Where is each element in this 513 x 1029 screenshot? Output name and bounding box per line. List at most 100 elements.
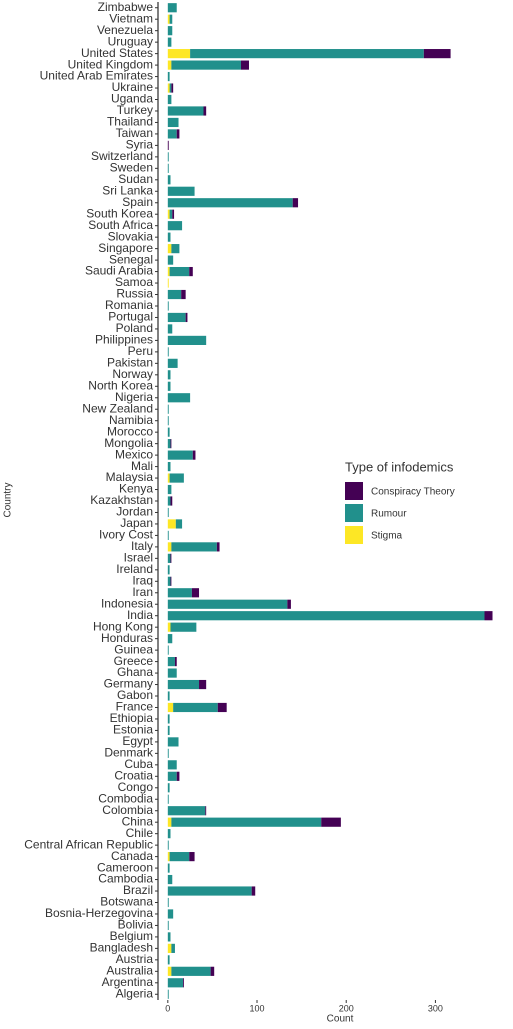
y-tick-label: Uruguay — [108, 34, 153, 48]
bar-segment — [190, 49, 424, 59]
bar-segment — [170, 622, 197, 632]
y-tick-label: Hong Kong — [93, 619, 153, 633]
x-tick-label: 200 — [339, 1003, 354, 1013]
y-tick-label: Germany — [104, 677, 153, 691]
bar-segment — [167, 221, 183, 231]
bar-segment — [167, 874, 173, 885]
bar-segment — [167, 932, 171, 942]
y-tick-label: Greece — [114, 654, 154, 668]
bar-segment — [167, 461, 171, 472]
bar-segment — [167, 244, 172, 254]
bar-segment — [167, 530, 169, 541]
bar-segment — [171, 542, 217, 552]
bar-segment — [287, 599, 291, 609]
bar-segment — [167, 335, 207, 345]
bar-segment — [167, 370, 171, 380]
bar-segment — [167, 634, 173, 644]
y-tick-label: India — [127, 608, 153, 622]
y-tick-label: Austria — [116, 952, 154, 966]
bar-segment — [167, 679, 200, 690]
bar-segment — [167, 289, 182, 300]
y-tick-label: Italy — [131, 539, 153, 553]
y-tick-label: Botswana — [100, 895, 153, 909]
y-tick-label: Spain — [122, 195, 153, 209]
y-tick-label: Uganda — [111, 92, 153, 106]
bar-segment — [167, 989, 169, 999]
bar-segment — [171, 943, 175, 953]
y-tick-label: Norway — [112, 367, 153, 381]
legend-key — [345, 482, 363, 500]
y-tick-label: Sudan — [118, 172, 153, 186]
bar-segment — [189, 266, 193, 277]
y-tick-label: Poland — [116, 321, 153, 335]
y-tick-label: Cuba — [124, 757, 153, 771]
bar-segment — [167, 496, 171, 506]
y-tick-label: Kazakhstan — [90, 493, 153, 507]
bar-segment — [167, 278, 169, 288]
y-tick-label: Senegal — [109, 252, 153, 266]
bar-segment — [167, 232, 171, 242]
bar-segment — [192, 450, 196, 460]
bar-segment — [167, 83, 170, 93]
bar-segment — [167, 129, 177, 139]
y-tick-label: Croatia — [114, 768, 153, 782]
bar-segment — [167, 725, 170, 736]
bar-segment — [167, 760, 177, 770]
bar-segment — [217, 702, 227, 713]
bar-segment — [170, 576, 172, 586]
y-tick-label: Russia — [116, 287, 153, 301]
y-tick-label: South Africa — [88, 218, 153, 232]
bar-segment — [171, 966, 211, 976]
y-tick-label: Egypt — [122, 734, 153, 748]
y-tick-label: Pakistan — [107, 356, 153, 370]
x-tick-label: 300 — [428, 1003, 443, 1013]
bar-segment — [167, 920, 169, 931]
bar-segment — [181, 289, 186, 300]
x-tick-label: 0 — [165, 1003, 170, 1013]
y-tick-label: Switzerland — [91, 149, 153, 163]
bar-segment — [170, 553, 172, 563]
bar-segment — [171, 83, 174, 93]
y-tick-label: Thailand — [107, 115, 153, 129]
y-tick-label: France — [116, 700, 154, 714]
bar-segment — [484, 611, 493, 621]
bar-segment — [171, 244, 180, 254]
y-tick-label: Venezuela — [97, 23, 153, 37]
bar-segment — [210, 966, 215, 976]
bar-segment — [167, 886, 252, 896]
y-tick-label: Morocco — [107, 424, 153, 438]
bar-segment — [423, 49, 451, 59]
bar-segment — [199, 679, 207, 690]
bar-segment — [167, 691, 170, 701]
y-tick-label: Israel — [124, 551, 153, 565]
bar-segment — [167, 576, 171, 586]
bar-segment — [167, 611, 485, 621]
bar-segment — [205, 806, 207, 816]
legend-label: Rumour — [371, 509, 407, 520]
y-tick-label: Nigeria — [115, 390, 153, 404]
bar-segment — [167, 599, 288, 609]
bar-segment — [321, 817, 341, 827]
bar-segment — [185, 312, 188, 323]
bar-segment — [167, 439, 171, 449]
bar-segment — [172, 209, 175, 219]
bar-segment — [167, 817, 172, 827]
bar-segment — [167, 393, 191, 403]
bar-segment — [169, 209, 173, 219]
bar-segment — [240, 60, 249, 70]
bar-segment — [167, 783, 170, 793]
bar-segment — [167, 588, 192, 598]
bar-segment — [167, 37, 172, 47]
bar-segment — [167, 943, 172, 953]
bar-segment — [167, 714, 170, 724]
y-tick-label: Mexico — [115, 447, 153, 461]
bar-segment — [167, 106, 204, 116]
y-tick-label: Iran — [132, 585, 153, 599]
bar-segment — [167, 794, 169, 804]
bar-segment — [167, 404, 169, 414]
y-tick-label: Bosnia-Herzegovina — [45, 906, 153, 920]
bar-segment — [176, 129, 180, 139]
legend-title: Type of infodemics — [345, 459, 454, 474]
bar-segment — [167, 266, 170, 277]
y-axis-title: Country — [3, 482, 14, 517]
